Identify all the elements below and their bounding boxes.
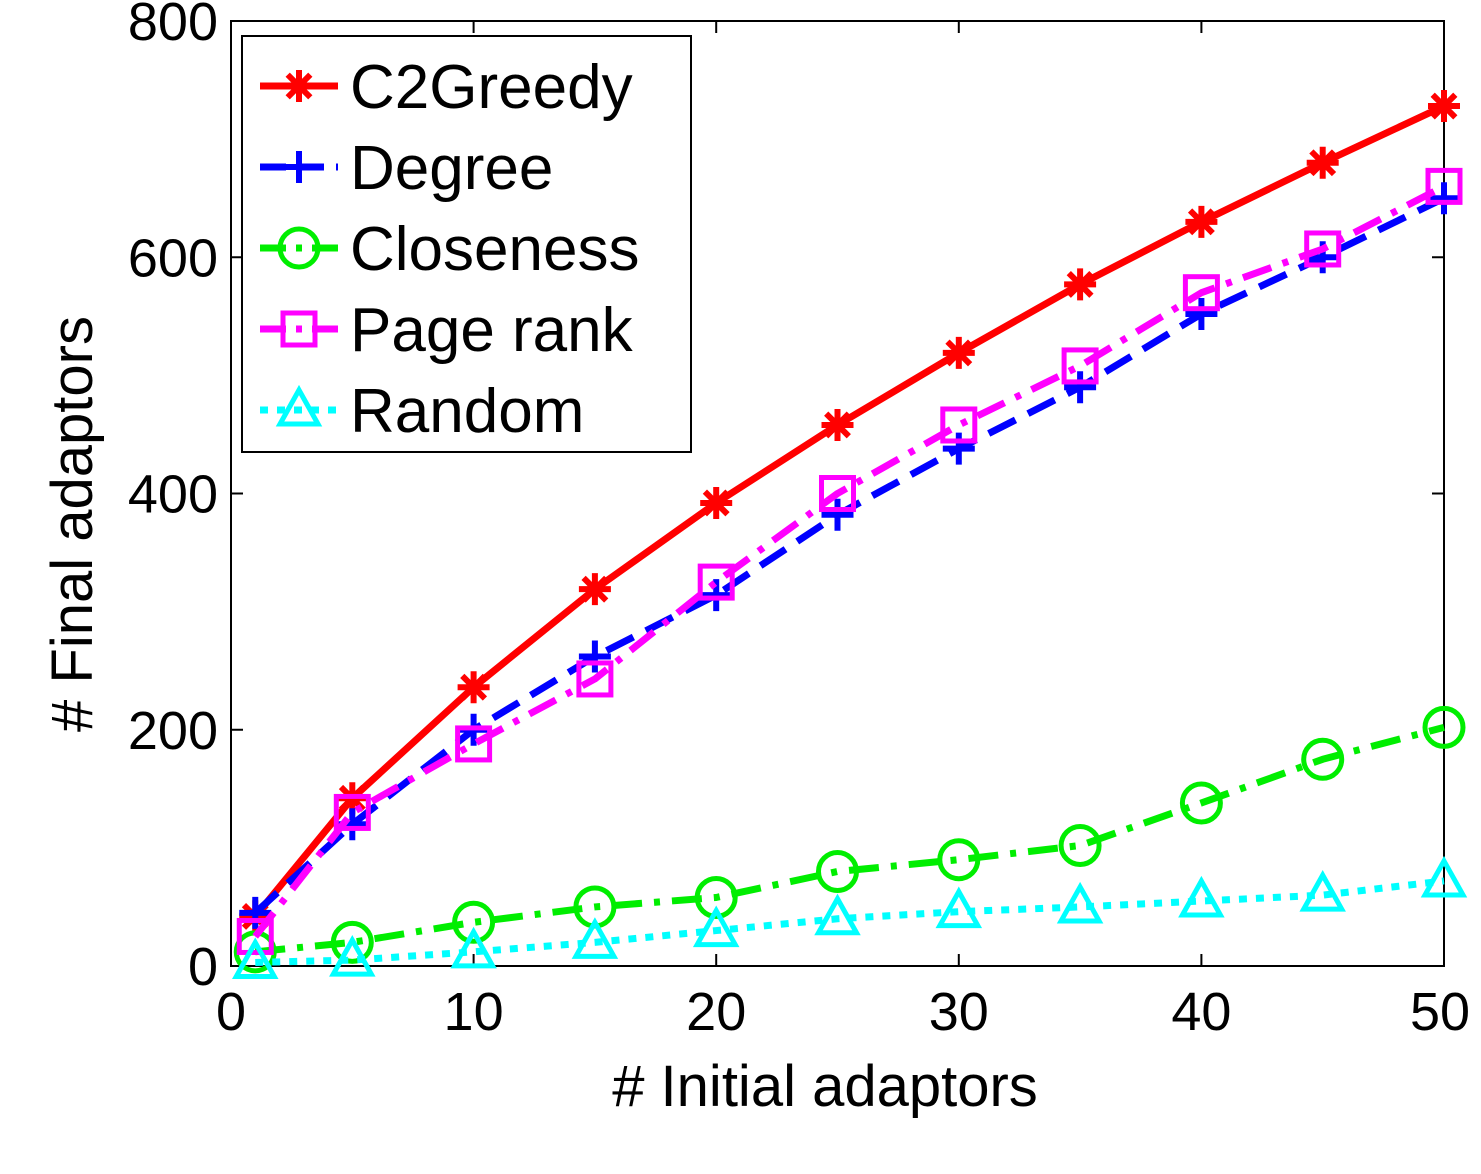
series-random [231, 855, 1468, 979]
legend-marker [283, 151, 315, 183]
series-line-page-rank [252, 183, 1446, 939]
data-point [576, 660, 614, 698]
data-point [700, 579, 733, 612]
data-point [935, 886, 983, 929]
data-point [578, 640, 611, 673]
x-tick-label: 50 [1410, 982, 1470, 1042]
data-point [236, 917, 274, 955]
data-point [455, 725, 493, 763]
series-layer [231, 90, 1468, 979]
data-point [1061, 347, 1099, 385]
data-point [1064, 371, 1097, 404]
data-point [1185, 205, 1218, 238]
data-point [1178, 875, 1225, 918]
data-point [452, 900, 496, 944]
data-point [700, 486, 733, 519]
data-point [1058, 824, 1102, 868]
legend-label: Random [350, 377, 584, 446]
x-tick-label: 20 [686, 982, 746, 1042]
data-point [1420, 855, 1468, 898]
data-point [450, 926, 497, 969]
data-point [692, 905, 740, 948]
y-tick-label: 400 [128, 465, 218, 525]
data-point [1428, 90, 1460, 123]
y-tick-label: 200 [128, 701, 218, 761]
series-line-random [255, 877, 1445, 966]
data-point [819, 475, 856, 512]
legend-marker [280, 310, 318, 348]
data-point [821, 408, 854, 441]
series-degree [239, 182, 1460, 929]
axis-ticks: 0 10 20 30 40 50 0 200 400 600 800 [128, 0, 1470, 1042]
legend-item-c2greedy: C2Greedy [260, 53, 633, 122]
data-point [1064, 268, 1097, 301]
data-point [694, 875, 738, 919]
data-point [1056, 881, 1104, 924]
data-point [239, 896, 272, 929]
data-point [571, 917, 619, 959]
data-point [1185, 297, 1218, 330]
data-point [1301, 737, 1345, 781]
legend-item-random: Random [260, 377, 584, 446]
series-line-closeness [254, 724, 1445, 956]
x-tick-label: 0 [216, 982, 246, 1042]
data-point [1304, 230, 1342, 268]
y-axis-label: # Final adaptors [40, 316, 105, 732]
legend-label: C2Greedy [350, 53, 633, 122]
legend-marker [277, 226, 321, 270]
y-tick-label: 0 [188, 937, 218, 997]
series-page-rank [236, 167, 1463, 955]
x-tick-label: 10 [444, 982, 504, 1042]
data-point [457, 671, 490, 704]
legend-label: Degree [350, 134, 553, 203]
data-point [942, 336, 975, 369]
data-point [1182, 274, 1220, 312]
data-point [940, 406, 978, 444]
x-tick-label: 30 [929, 982, 989, 1042]
legend-marker [275, 384, 323, 427]
data-point [816, 850, 859, 893]
data-point [821, 498, 854, 531]
legend-item-degree: Degree [260, 134, 553, 203]
data-point [1422, 705, 1466, 749]
legend-item-closeness: Closeness [260, 215, 639, 284]
legend-item-page-rank: Page rank [260, 296, 634, 365]
data-point [1299, 870, 1346, 912]
legend-marker [283, 70, 315, 102]
x-tick-label: 40 [1171, 982, 1231, 1042]
legend: C2Greedy Degree Closeness Page rank Random [241, 35, 692, 453]
y-tick-label: 600 [128, 228, 218, 288]
y-tick-label: 800 [128, 0, 218, 52]
legend-label: Page rank [350, 296, 634, 365]
data-point [231, 937, 279, 979]
data-point [1428, 182, 1460, 215]
data-point [942, 432, 975, 465]
data-point [333, 793, 371, 831]
legend-label: Closeness [350, 215, 639, 284]
data-point [697, 563, 735, 601]
data-point [937, 838, 981, 882]
data-point [1306, 146, 1339, 179]
data-point [1425, 167, 1463, 205]
data-point [330, 920, 374, 964]
data-point [814, 893, 861, 936]
data-point [578, 573, 611, 606]
data-point [1179, 781, 1223, 825]
data-point [329, 934, 376, 977]
series-closeness [233, 705, 1466, 974]
x-axis-label: # Initial adaptors [612, 1054, 1038, 1119]
